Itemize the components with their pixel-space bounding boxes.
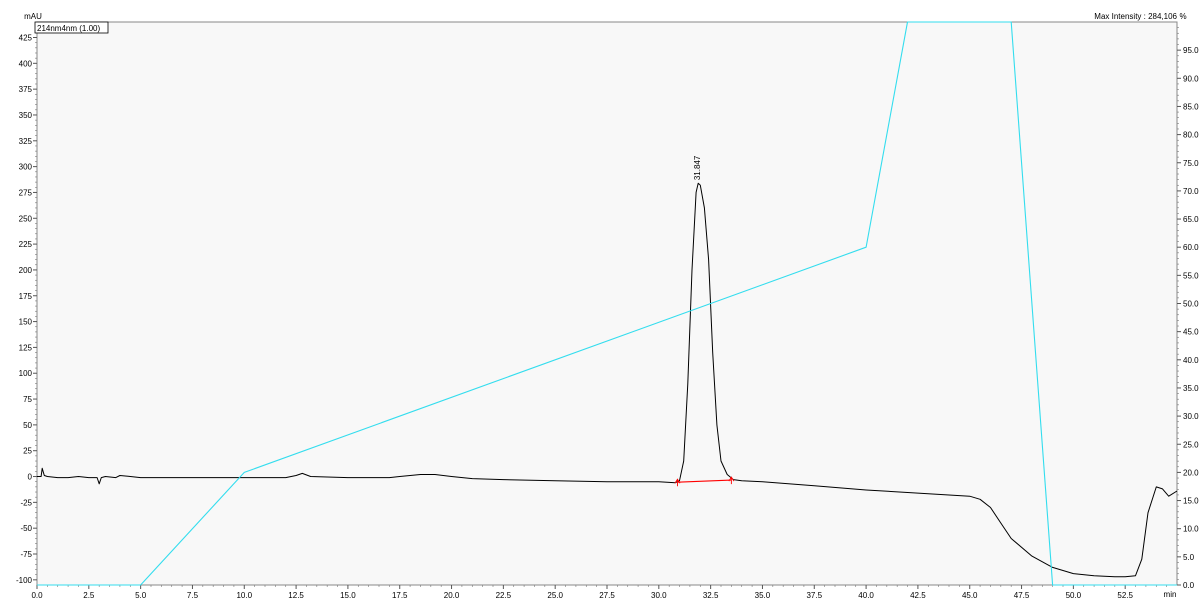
y-left-tick-label: 350	[19, 111, 33, 120]
y-left-tick-label: 175	[19, 292, 33, 301]
y-left-tick-label: 325	[19, 137, 33, 146]
x-tick-label: 0.0	[31, 591, 43, 600]
x-tick-label: 47.5	[1014, 591, 1030, 600]
x-tick-label: 25.0	[547, 591, 563, 600]
y-left-tick-label: 125	[19, 343, 33, 352]
y-left-tick-label: 375	[19, 85, 33, 94]
y-left-tick-label: 0	[28, 473, 33, 482]
baseline-integration-line	[677, 479, 732, 483]
y-left-tick-label: 150	[19, 318, 33, 327]
y-right-tick-label: 0.0	[1183, 581, 1195, 590]
y-right-tick-label: 60.0	[1183, 243, 1199, 252]
y-left-tick-label: -25	[20, 498, 32, 507]
x-tick-label: 52.5	[1117, 591, 1133, 600]
x-tick-label: 15.0	[340, 591, 356, 600]
x-tick-label: 17.5	[392, 591, 408, 600]
x-tick-label: 27.5	[599, 591, 615, 600]
x-unit-label: min	[1164, 590, 1177, 599]
max-intensity-label: Max Intensity : 284,106	[1094, 12, 1177, 21]
y-left-tick-label: -50	[20, 524, 32, 533]
y-left-tick-label: 225	[19, 240, 33, 249]
chromatogram-signal-line	[37, 182, 1178, 578]
y-left-tick-label: 25	[23, 447, 32, 456]
y-left-tick-label: 75	[23, 395, 32, 404]
y-right-tick-label: 5.0	[1183, 553, 1195, 562]
y-right-unit-label: %	[1179, 12, 1186, 21]
y-right-tick-label: 50.0	[1183, 300, 1199, 309]
x-tick-label: 42.5	[910, 591, 926, 600]
y-right-tick-label: 85.0	[1183, 102, 1199, 111]
y-left-tick-label: 50	[23, 421, 32, 430]
y-left-tick-label: 200	[19, 266, 33, 275]
y-left-unit-label: mAU	[24, 12, 42, 21]
x-tick-label: 50.0	[1066, 591, 1082, 600]
y-right-tick-label: 75.0	[1183, 159, 1199, 168]
y-right-tick-label: 30.0	[1183, 412, 1199, 421]
y-right-tick-label: 70.0	[1183, 187, 1199, 196]
plot-area	[36, 21, 1178, 586]
y-right-tick-label: 10.0	[1183, 525, 1199, 534]
x-tick-label: 12.5	[288, 591, 304, 600]
y-right-tick-label: 35.0	[1183, 384, 1199, 393]
integration-marker	[728, 476, 735, 485]
y-left-tick-label: -100	[16, 576, 33, 585]
x-tick-label: 32.5	[703, 591, 719, 600]
x-tick-label: 30.0	[651, 591, 667, 600]
axis-ticks	[33, 27, 1181, 589]
y-right-tick-label: 20.0	[1183, 468, 1199, 477]
y-right-tick-label: 80.0	[1183, 131, 1199, 140]
x-tick-label: 2.5	[83, 591, 95, 600]
x-tick-label: 45.0	[962, 591, 978, 600]
y-right-tick-label: 95.0	[1183, 46, 1199, 55]
y-right-tick-label: 65.0	[1183, 215, 1199, 224]
series-layer	[37, 21, 1178, 586]
gradient-program-line	[37, 21, 1177, 586]
x-tick-label: 40.0	[858, 591, 874, 600]
label-layer: 0.0 2.5 5.0 7.5 10.0 12.5 15.0 17.5 20.0 22.5 25.0…	[16, 33, 1199, 600]
y-left-tick-label: -75	[20, 550, 32, 559]
legend-box	[34, 21, 109, 34]
y-right-tick-label: 45.0	[1183, 328, 1199, 337]
y-right-tick-label: 15.0	[1183, 497, 1199, 506]
y-left-tick-label: 275	[19, 188, 33, 197]
x-tick-label: 5.0	[135, 591, 147, 600]
x-tick-label: 7.5	[187, 591, 199, 600]
y-right-tick-label: 55.0	[1183, 271, 1199, 280]
x-tick-label: 10.0	[236, 591, 252, 600]
legend-label: 214nm4nm (1.00)	[37, 24, 100, 33]
y-right-tick-label: 40.0	[1183, 356, 1199, 365]
y-left-tick-label: 100	[19, 369, 33, 378]
x-tick-label: 20.0	[444, 591, 460, 600]
y-right-tick-label: 25.0	[1183, 440, 1199, 449]
integration-marker	[674, 478, 681, 487]
y-right-tick-label: 90.0	[1183, 74, 1199, 83]
y-left-tick-label: 250	[19, 214, 33, 223]
x-tick-label: 37.5	[806, 591, 822, 600]
y-left-tick-label: 300	[19, 163, 33, 172]
y-left-tick-label: 425	[19, 33, 33, 42]
y-left-tick-label: 400	[19, 59, 33, 68]
peak-label: 31.847	[693, 155, 702, 180]
x-tick-label: 35.0	[755, 591, 771, 600]
x-tick-label: 22.5	[496, 591, 512, 600]
